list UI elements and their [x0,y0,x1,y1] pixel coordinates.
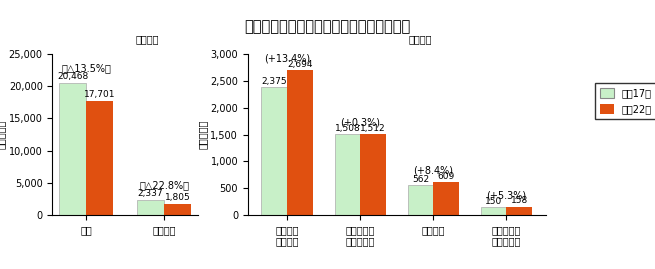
Y-axis label: （経営体）: （経営体） [198,120,208,149]
Bar [59,83,86,215]
Text: 2,694: 2,694 [287,60,312,69]
Text: （△22.8%）: （△22.8%） [139,180,189,190]
Text: 図６　農業経営体の農産物の出荷先の状況: 図６ 農業経営体の農産物の出荷先の状況 [244,19,411,34]
Text: 2,375: 2,375 [261,77,287,86]
Text: 20,468: 20,468 [57,72,88,81]
Text: (+0.3%): (+0.3%) [340,117,380,128]
Text: 1,805: 1,805 [165,193,191,201]
Text: （減少）: （減少） [135,34,159,44]
Text: 150: 150 [485,197,502,206]
Bar [506,207,532,215]
Bar [434,182,459,215]
Bar [137,200,164,215]
Bar [86,101,113,215]
Bar [164,204,191,215]
Text: 562: 562 [412,175,429,184]
Bar [360,134,386,215]
Bar [261,87,287,215]
Text: 17,701: 17,701 [84,90,116,99]
Text: (+8.4%): (+8.4%) [413,166,453,176]
Text: 609: 609 [438,172,455,181]
Legend: 平成17年, 平成22年: 平成17年, 平成22年 [595,83,655,119]
Bar [481,207,506,215]
Text: 1,508: 1,508 [335,124,360,133]
Text: (+13.4%): (+13.4%) [264,54,310,64]
Text: （増加）: （増加） [409,34,432,44]
Text: 1,512: 1,512 [360,123,386,133]
Y-axis label: （経営体）: （経営体） [0,120,6,149]
Text: 158: 158 [511,196,528,205]
Bar [335,134,360,215]
Bar [407,185,434,215]
Text: (+5.3%): (+5.3%) [487,190,527,200]
Bar [287,70,312,215]
Text: （△13.5%）: （△13.5%） [62,63,111,73]
Text: 2,337: 2,337 [138,189,163,198]
